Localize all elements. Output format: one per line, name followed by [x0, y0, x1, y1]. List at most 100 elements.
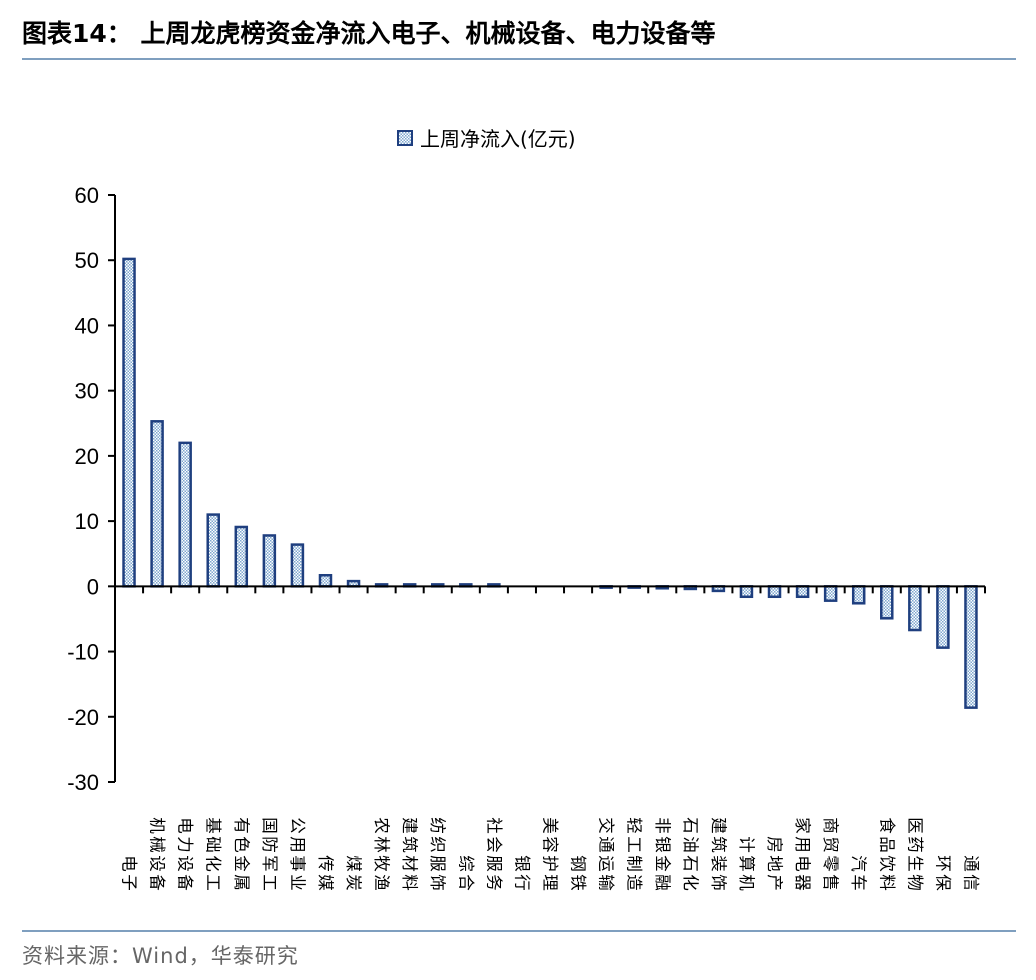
category-label-char: 综 — [456, 855, 475, 872]
category-label-char: 有 — [232, 817, 251, 834]
category-label-传媒: 传媒 — [316, 855, 335, 891]
category-label-char: 务 — [484, 874, 503, 891]
category-label-电力设备: 电力设备 — [176, 817, 195, 891]
category-label-char: 业 — [288, 874, 307, 891]
category-label-char: 轻 — [625, 817, 644, 834]
y-tick-label: 30 — [75, 379, 99, 404]
category-label-char: 行 — [512, 874, 531, 891]
x-axis — [114, 585, 986, 594]
category-label-char: 石 — [681, 817, 700, 834]
category-label-char: 家 — [793, 817, 812, 834]
category-label-char: 渔 — [372, 874, 391, 891]
bar-计算机 — [739, 585, 754, 599]
category-label-char: 钢 — [569, 855, 588, 872]
category-label-环保: 环保 — [933, 855, 952, 891]
category-label-char: 金 — [653, 855, 672, 872]
category-label-char: 会 — [484, 836, 503, 853]
category-label-char: 社 — [484, 817, 503, 834]
category-label-char: 商 — [821, 817, 840, 834]
category-label-通信: 通信 — [961, 855, 980, 891]
y-tick-label: 0 — [87, 574, 99, 599]
category-label-char: 媒 — [316, 874, 335, 891]
category-label-char: 电 — [793, 855, 812, 872]
category-label-char: 运 — [597, 855, 616, 872]
category-label-char: 银 — [512, 855, 531, 872]
bar-家用电器 — [795, 585, 810, 599]
category-label-char: 售 — [821, 874, 840, 891]
category-label-char: 装 — [709, 855, 728, 872]
bar-汽车 — [851, 585, 866, 605]
category-label-char: 林 — [372, 836, 391, 853]
category-label-char: 物 — [905, 874, 924, 891]
category-label-汽车: 汽车 — [849, 855, 868, 891]
title-rule — [22, 58, 1016, 60]
category-label-char: 工 — [260, 874, 279, 891]
category-label-char: 工 — [625, 836, 644, 853]
category-label-电子: 电子 — [120, 855, 139, 891]
bar-电子 — [122, 257, 136, 588]
category-label-char: 计 — [737, 836, 756, 853]
bar-国防军工 — [262, 534, 277, 588]
category-label-char: 传 — [316, 855, 335, 872]
category-label-char: 交 — [597, 817, 616, 834]
category-label-房地产: 房地产 — [765, 836, 784, 891]
bar-房地产 — [767, 585, 782, 599]
category-label-char: 军 — [260, 855, 279, 872]
category-label-char: 美 — [541, 817, 560, 834]
category-label-char: 银 — [653, 836, 672, 853]
category-label-char: 服 — [484, 855, 503, 872]
category-label-char: 建 — [709, 817, 728, 834]
category-label-char: 饮 — [877, 855, 896, 872]
source-note: 资料来源：Wind，华泰研究 — [22, 944, 299, 968]
y-tick-label: 10 — [75, 509, 99, 534]
y-tick-label: -10 — [67, 640, 99, 665]
bar-有色金属 — [234, 525, 249, 588]
bar-商贸零售 — [823, 585, 838, 602]
category-label-char: 造 — [625, 874, 644, 891]
category-label-char: 筑 — [709, 836, 728, 853]
category-label-char: 零 — [821, 855, 840, 872]
footer-rule — [22, 930, 1016, 932]
category-label-char: 算 — [737, 855, 756, 872]
category-label-char: 产 — [765, 874, 784, 891]
category-label-char: 品 — [877, 836, 896, 853]
bar-电力设备 — [178, 441, 192, 588]
category-label-char: 通 — [961, 855, 980, 872]
category-label-char: 理 — [541, 874, 560, 891]
category-label-char: 料 — [400, 874, 419, 891]
y-tick-label: -30 — [67, 770, 99, 795]
category-label-char: 力 — [176, 836, 195, 853]
legend-swatch — [397, 130, 413, 146]
category-label-char: 医 — [905, 817, 924, 834]
category-label-char: 色 — [232, 836, 251, 853]
category-label-char: 设 — [148, 855, 167, 872]
category-label-char: 环 — [933, 855, 952, 872]
category-label-char: 石 — [681, 855, 700, 872]
category-label-char: 车 — [849, 874, 868, 891]
category-label-机械设备: 机械设备 — [148, 817, 167, 891]
category-label-char: 输 — [597, 874, 616, 891]
category-label-char: 生 — [905, 855, 924, 872]
category-label-char: 织 — [428, 836, 447, 853]
legend-label: 上周净流入(亿元) — [420, 127, 576, 151]
category-label-char: 化 — [204, 855, 223, 872]
legend: 上周净流入(亿元) — [397, 127, 576, 151]
category-label-char: 药 — [905, 836, 924, 853]
category-label-综合: 综合 — [456, 855, 475, 891]
bar-基础化工 — [206, 513, 220, 588]
category-label-char: 通 — [597, 836, 616, 853]
category-label-char: 保 — [933, 874, 952, 891]
category-label-char: 容 — [541, 836, 560, 853]
category-label-char: 材 — [400, 855, 419, 872]
